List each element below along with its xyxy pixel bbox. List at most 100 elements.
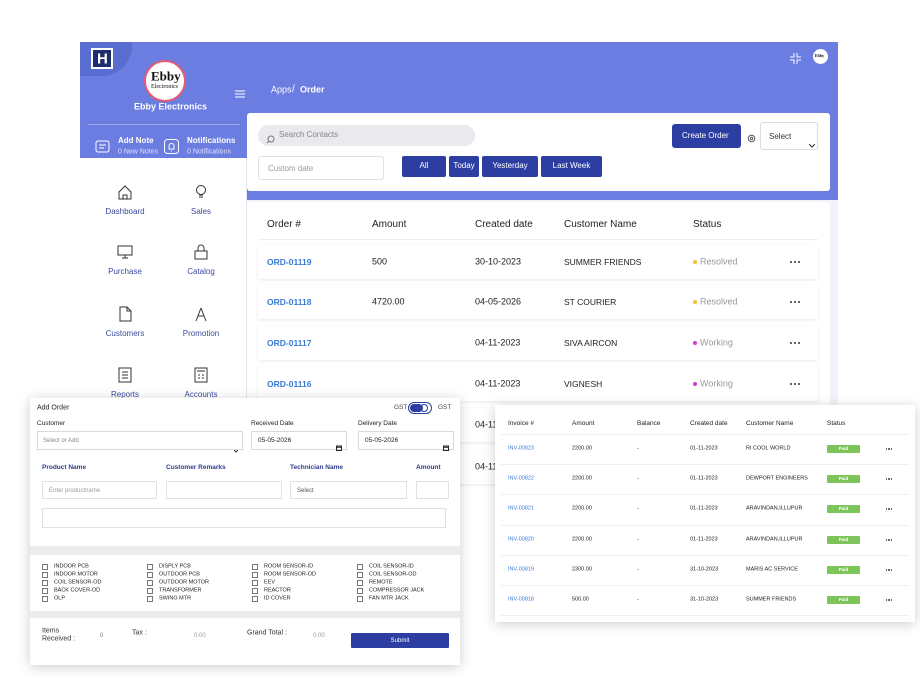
- part-checkbox[interactable]: [252, 580, 258, 586]
- part-checkbox[interactable]: [42, 580, 48, 586]
- order-id[interactable]: ORD-01116: [267, 378, 312, 389]
- more-menu[interactable]: [790, 300, 801, 304]
- icon-part: [808, 143, 816, 148]
- more-menu[interactable]: [790, 341, 801, 345]
- caret: [808, 135, 816, 148]
- range-button[interactable]: Today: [449, 156, 479, 177]
- invoice-id[interactable]: INV-00819: [508, 566, 534, 573]
- invoice-id[interactable]: INV-00821: [508, 505, 534, 512]
- line-input[interactable]: [416, 481, 449, 499]
- menu-item[interactable]: Promotion: [182, 329, 220, 338]
- select-dropdown[interactable]: Select: [760, 122, 818, 150]
- icon-part: [168, 143, 175, 152]
- invoice-cell: -: [637, 505, 639, 512]
- part-checkbox[interactable]: [357, 580, 363, 586]
- invoice-cell: DEWPORT ENGINEERS: [746, 475, 808, 482]
- more-menu[interactable]: [790, 382, 801, 386]
- icon-part: [194, 367, 208, 383]
- menu-dot: [890, 508, 893, 510]
- range-button[interactable]: Last Week: [541, 156, 602, 177]
- menu-icon: [193, 306, 209, 322]
- add-note-subtitle: 0 New Notes: [118, 148, 159, 156]
- date-field[interactable]: 05-05-2026: [358, 431, 454, 451]
- menu-item[interactable]: Dashboard: [105, 207, 145, 216]
- column-header: Customer Name: [746, 419, 794, 427]
- part-checkbox[interactable]: [357, 596, 363, 602]
- order-id[interactable]: ORD-01118: [267, 296, 312, 307]
- invoice-cell: -: [637, 536, 639, 543]
- part-checkbox[interactable]: [42, 596, 48, 602]
- line-input[interactable]: Enter productname: [42, 481, 157, 499]
- menu-dot: [793, 382, 797, 386]
- menu-item[interactable]: Accounts: [184, 390, 218, 399]
- part-label: ROOM SENSOR-OD: [264, 571, 316, 578]
- invoice-id[interactable]: INV-00822: [508, 475, 534, 482]
- menu-dot: [890, 539, 893, 541]
- invoice-cell: 31-10-2023: [690, 596, 719, 603]
- icon-part: [122, 255, 128, 259]
- gst-toggle[interactable]: [408, 402, 432, 414]
- part-checkbox[interactable]: [147, 572, 153, 578]
- menu-item[interactable]: Purchase: [108, 267, 142, 276]
- menu-dot: [793, 300, 797, 304]
- part-checkbox[interactable]: [252, 588, 258, 594]
- menu-dot: [888, 448, 890, 450]
- menu-item[interactable]: Catalog: [187, 267, 215, 276]
- part-checkbox[interactable]: [252, 596, 258, 602]
- more-menu[interactable]: [886, 448, 893, 450]
- row-divider: [501, 585, 909, 586]
- status-dot: [693, 341, 697, 345]
- part-checkbox[interactable]: [147, 564, 153, 570]
- part-checkbox[interactable]: [147, 596, 153, 602]
- more-menu[interactable]: [886, 569, 893, 571]
- menu-dot: [797, 341, 800, 345]
- order-id[interactable]: ORD-01119: [267, 256, 312, 267]
- status-label: Paid: [838, 445, 849, 451]
- part-checkbox[interactable]: [42, 572, 48, 578]
- icon-part: [164, 139, 179, 154]
- part-checkbox[interactable]: [357, 572, 363, 578]
- more-menu[interactable]: [886, 478, 893, 480]
- part-checkbox[interactable]: [42, 588, 48, 594]
- menu-dot: [888, 508, 890, 510]
- menu-item[interactable]: Sales: [190, 207, 212, 216]
- part-label: REMOTE: [369, 579, 393, 586]
- range-button[interactable]: Yesterday: [482, 156, 538, 177]
- create-order-button[interactable]: Create Order: [672, 124, 741, 148]
- part-checkbox[interactable]: [147, 588, 153, 594]
- part-checkbox[interactable]: [252, 572, 258, 578]
- part-checkbox[interactable]: [147, 580, 153, 586]
- more-menu[interactable]: [886, 539, 893, 541]
- date-input[interactable]: Custom date: [258, 156, 384, 180]
- invoice-id[interactable]: INV-00820: [508, 536, 534, 543]
- more-menu[interactable]: [790, 260, 801, 264]
- order-row: [258, 285, 818, 319]
- submit-button[interactable]: Submit: [351, 633, 449, 648]
- part-checkbox[interactable]: [42, 564, 48, 570]
- menu-item[interactable]: Reports: [110, 390, 140, 399]
- part-checkbox[interactable]: [252, 564, 258, 570]
- part-checkbox[interactable]: [357, 588, 363, 594]
- more-menu[interactable]: [886, 599, 893, 601]
- line-input[interactable]: Select: [290, 481, 407, 499]
- icon-part: [235, 90, 245, 98]
- menu-icon: [117, 244, 133, 260]
- menu-dot: [888, 599, 890, 601]
- paid-badge: Paid: [827, 566, 860, 574]
- toggle-fill: [410, 404, 423, 412]
- range-button[interactable]: All: [402, 156, 446, 177]
- icon-part: [266, 135, 275, 144]
- invoice-id[interactable]: INV-00818: [508, 596, 534, 603]
- menu-dot: [886, 508, 888, 510]
- more-menu[interactable]: [886, 508, 893, 510]
- line-input[interactable]: [166, 481, 282, 499]
- date-field[interactable]: 05-05-2026: [251, 431, 347, 451]
- order-id[interactable]: ORD-01117: [267, 337, 312, 348]
- part-checkbox[interactable]: [357, 564, 363, 570]
- menu-item[interactable]: Customers: [105, 329, 145, 338]
- search-box[interactable]: Search Contacts: [258, 125, 475, 146]
- remarks-area[interactable]: [42, 508, 446, 528]
- invoice-id[interactable]: INV-00823: [508, 445, 534, 452]
- section-band: [30, 546, 460, 555]
- customer-select[interactable]: Select or Add: [37, 431, 243, 453]
